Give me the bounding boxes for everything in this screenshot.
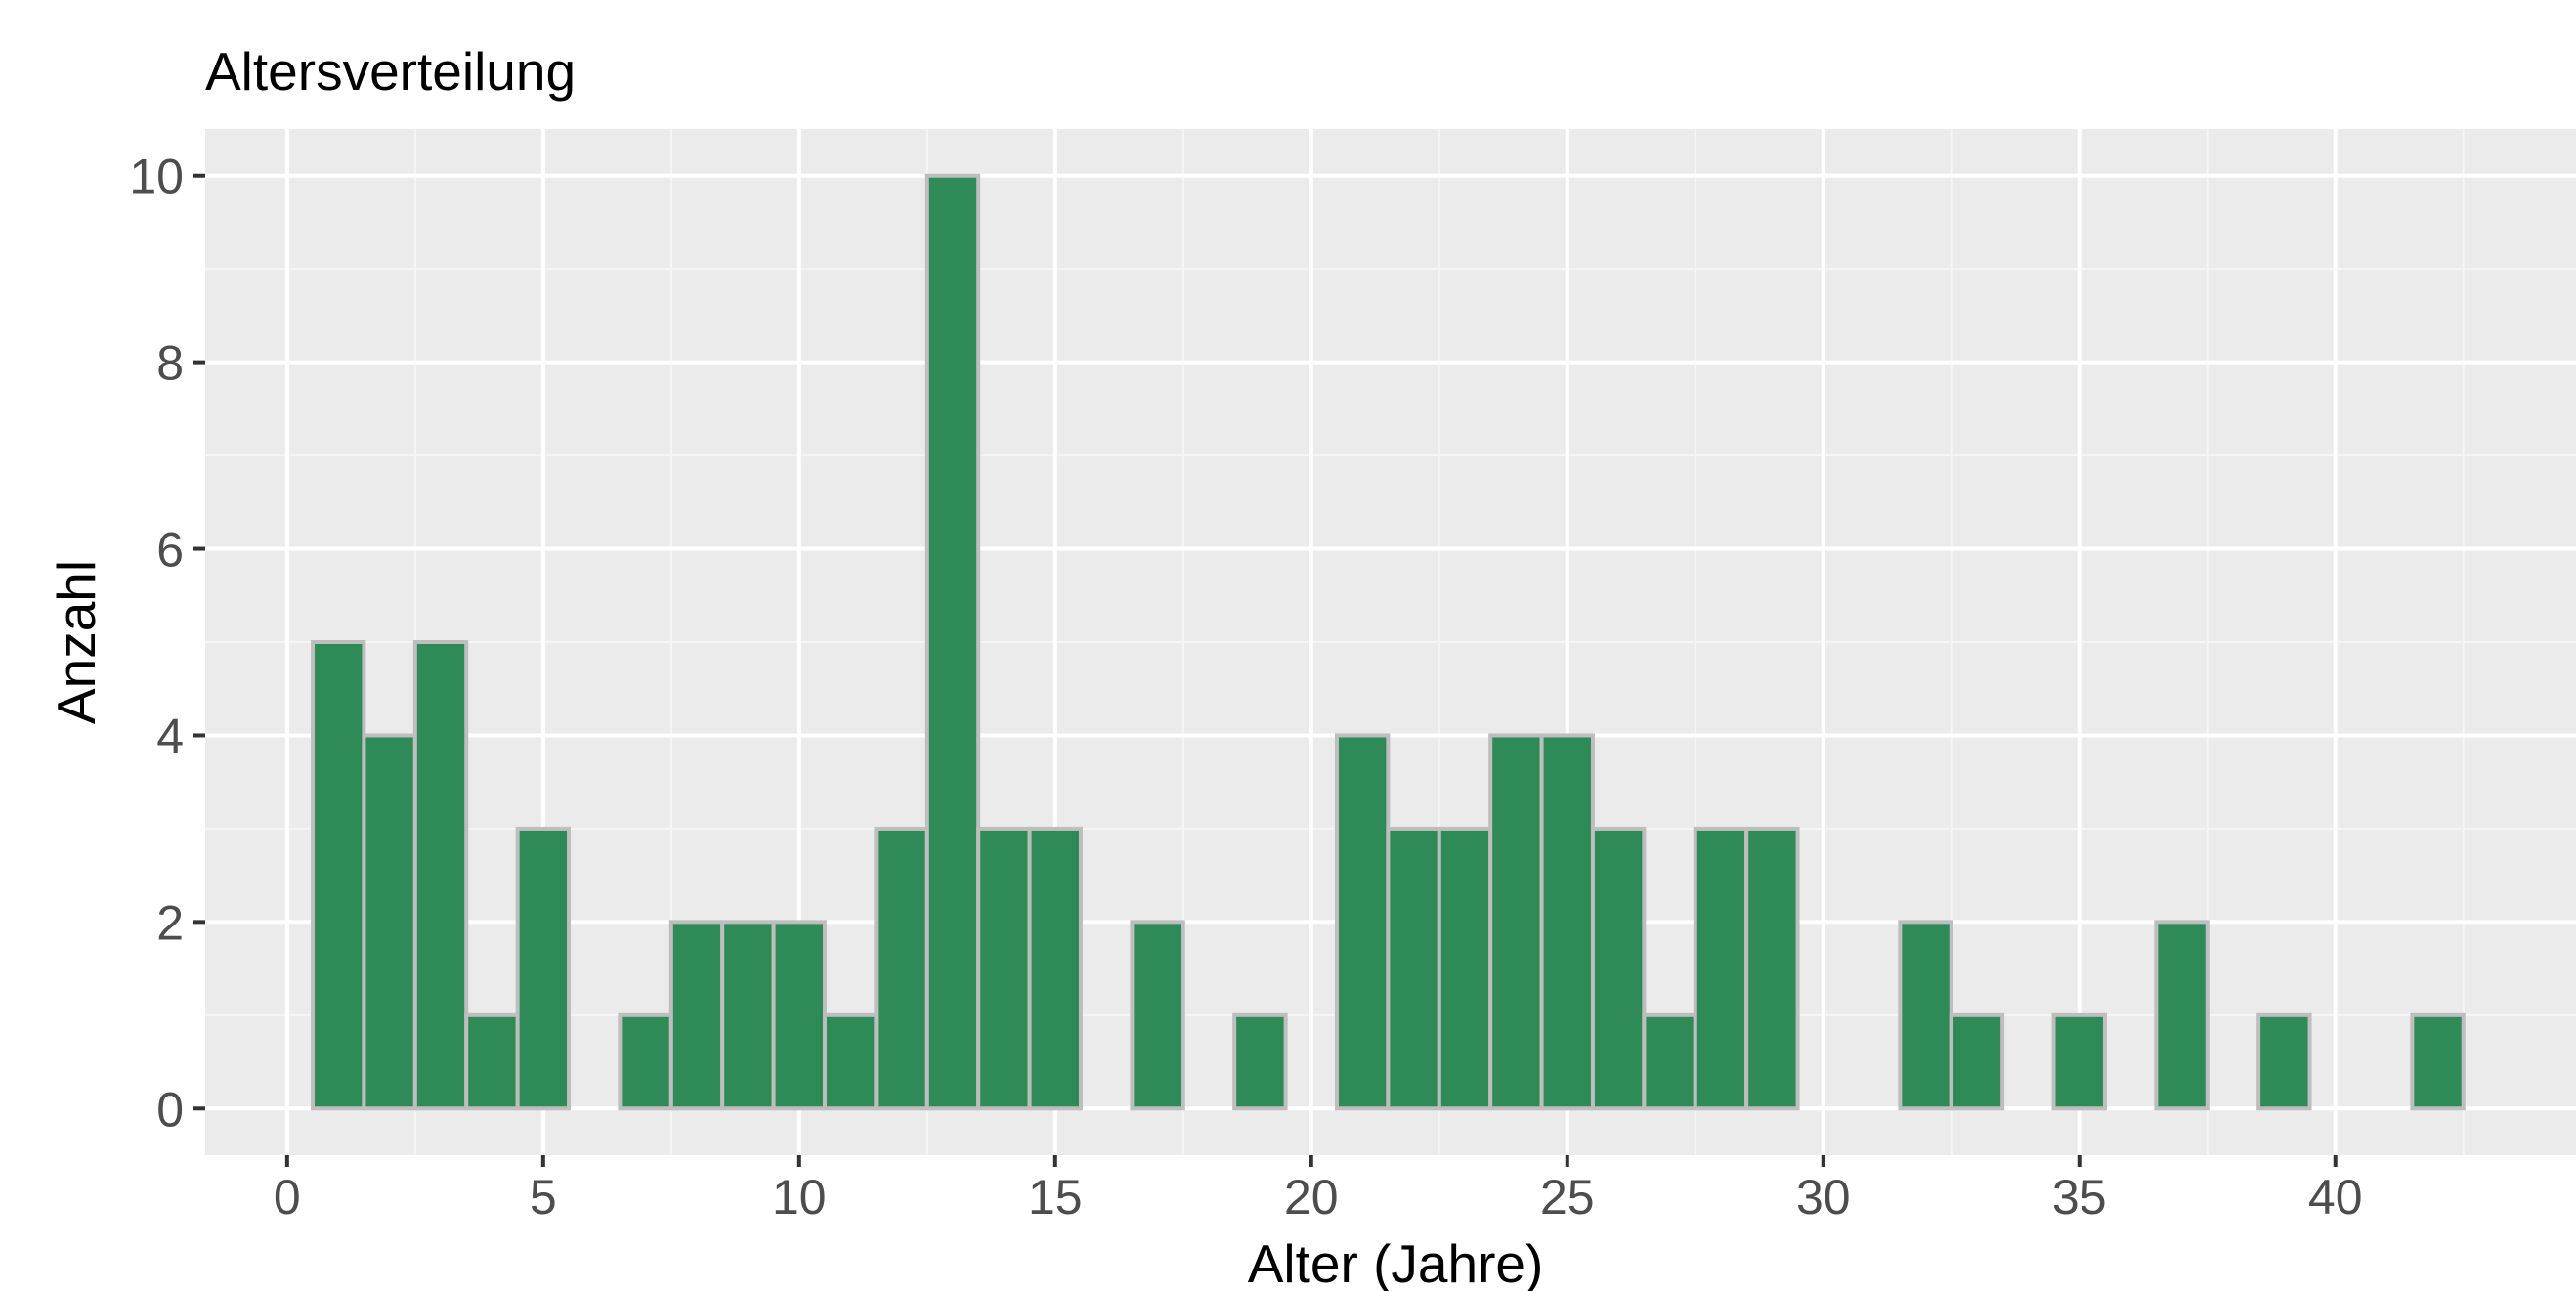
histogram-bar (2051, 1012, 2107, 1111)
histogram-bar (1642, 1012, 1697, 1111)
histogram-bar (1232, 1012, 1288, 1111)
histogram-bar (874, 826, 929, 1111)
histogram-bar (1898, 920, 1953, 1111)
y-tick-label: 2 (156, 895, 184, 950)
y-tick-label: 10 (129, 150, 184, 204)
x-tick-label: 30 (1796, 1170, 1851, 1225)
x-axis: 0 5 10 15 20 25 30 35 40 (274, 1155, 2363, 1225)
chart-title: Altersverteilung (205, 41, 576, 102)
y-tick-label: 6 (156, 523, 184, 578)
histogram-bar (1693, 826, 1749, 1111)
histogram-bar (1027, 826, 1083, 1111)
histogram-bar (924, 173, 981, 1111)
histogram-bar (2154, 920, 2210, 1111)
histogram-bar (1488, 733, 1544, 1111)
x-tick-label: 35 (2052, 1170, 2107, 1225)
y-tick-label: 0 (156, 1082, 184, 1137)
x-tick-label: 20 (1284, 1170, 1339, 1225)
histogram-bar (1590, 826, 1647, 1111)
histogram-bar (618, 1012, 673, 1111)
histogram-bar (515, 826, 572, 1111)
histogram-bar (311, 640, 366, 1111)
histogram-bar (1437, 826, 1493, 1111)
histogram-bar (823, 1012, 879, 1111)
x-axis-title: Alter (Jahre) (1248, 1233, 1544, 1291)
histogram-bar (976, 826, 1032, 1111)
histogram-bar (720, 920, 776, 1111)
histogram-bar (2410, 1012, 2466, 1111)
histogram-bar (1539, 733, 1595, 1111)
x-tick-label: 15 (1028, 1170, 1083, 1225)
histogram-bar (1130, 920, 1185, 1111)
x-tick-label: 40 (2308, 1170, 2363, 1225)
histogram-bar (771, 920, 828, 1111)
histogram-bar (464, 1012, 520, 1111)
histogram-bar (2256, 1012, 2312, 1111)
x-tick-label: 25 (1540, 1170, 1595, 1225)
y-axis-title: Anzahl (46, 560, 107, 724)
y-tick-label: 8 (156, 336, 184, 391)
x-tick-label: 5 (530, 1170, 557, 1225)
histogram-bar (668, 920, 725, 1111)
histogram-bar (1386, 826, 1441, 1111)
x-tick-label: 10 (772, 1170, 827, 1225)
histogram-bar (1744, 826, 1800, 1111)
histogram-bar (1949, 1012, 2005, 1111)
histogram-bar (412, 640, 469, 1111)
bars (311, 173, 2466, 1111)
y-axis: 0 2 4 6 8 10 (129, 150, 205, 1137)
x-tick-label: 0 (274, 1170, 301, 1225)
histogram-bar (1334, 733, 1391, 1111)
y-tick-label: 4 (156, 709, 184, 763)
histogram-bar (362, 733, 417, 1111)
